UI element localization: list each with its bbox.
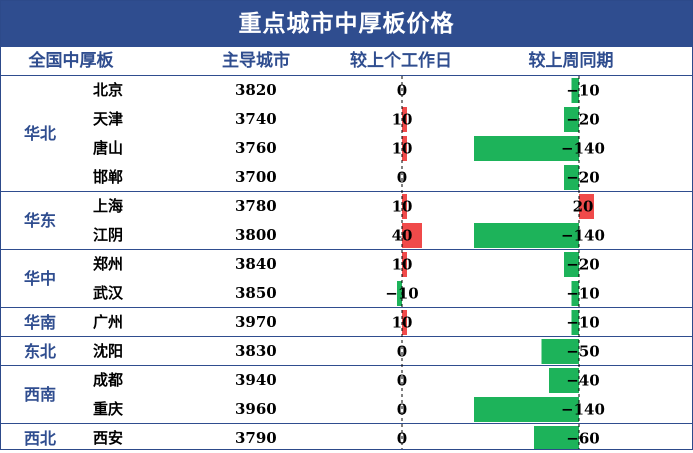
region-label: 西北 <box>23 429 56 448</box>
daily-change-label: 40 <box>392 227 413 245</box>
region-label: 西南 <box>23 385 56 404</box>
daily-change-label: 10 <box>392 198 413 216</box>
weekly-change-bar <box>564 107 579 132</box>
weekly-change-bar <box>474 223 579 248</box>
weekly-change-label: 20 <box>573 198 594 216</box>
daily-change-label: 0 <box>397 372 407 390</box>
weekly-change-bar <box>549 368 579 393</box>
weekly-change-bar <box>564 252 579 277</box>
city-name: 江阴 <box>93 226 124 244</box>
weekly-change-label: −140 <box>561 227 605 245</box>
region-separator <box>1 249 692 250</box>
header-daily: 较上个工作日 <box>350 51 452 71</box>
weekly-change-bar <box>474 136 579 161</box>
header-region: 全国中厚板 <box>28 51 114 71</box>
city-name: 天津 <box>93 110 124 128</box>
price-value: 3960 <box>235 400 277 418</box>
daily-change-label: 0 <box>397 401 407 419</box>
price-value: 3790 <box>235 429 277 447</box>
price-value: 3740 <box>235 110 277 128</box>
weekly-change-bar <box>474 397 579 422</box>
page-title: 重点城市中厚板价格 <box>1 1 692 47</box>
daily-change-label: 0 <box>397 169 407 187</box>
weekly-change-bar <box>571 281 579 306</box>
daily-change-bar <box>402 107 407 132</box>
daily-change-bar <box>402 310 407 335</box>
city-name: 唐山 <box>93 139 124 157</box>
daily-change-bar <box>402 223 422 248</box>
region-label: 华北 <box>23 124 56 143</box>
city-name: 成都 <box>93 371 124 389</box>
header-city: 主导城市 <box>222 51 290 71</box>
daily-change-label: 0 <box>397 82 407 100</box>
price-value: 3780 <box>235 197 277 215</box>
price-value: 3850 <box>235 284 277 302</box>
table-header: 全国中厚板 主导城市 较上个工作日 较上周同期 <box>1 47 692 76</box>
weekly-change-label: −10 <box>566 285 599 303</box>
city-name: 郑州 <box>93 255 124 273</box>
price-value: 3800 <box>235 226 277 244</box>
daily-change-label: 10 <box>392 256 413 274</box>
weekly-change-label: −20 <box>566 256 599 274</box>
city-name: 北京 <box>93 81 124 99</box>
city-name: 重庆 <box>93 400 124 418</box>
region-label: 华南 <box>23 313 56 332</box>
daily-change-bar <box>402 252 407 277</box>
daily-change-label: 0 <box>397 343 407 361</box>
region-label: 东北 <box>23 342 56 361</box>
weekly-change-label: −140 <box>561 140 605 158</box>
price-value: 3760 <box>235 139 277 157</box>
city-name: 西安 <box>93 429 124 447</box>
city-name: 广州 <box>93 313 124 331</box>
city-name: 上海 <box>93 197 124 215</box>
region-separator <box>1 365 692 366</box>
daily-change-label: 10 <box>392 314 413 332</box>
weekly-change-label: −50 <box>566 343 599 361</box>
price-value: 3940 <box>235 371 277 389</box>
weekly-change-bar <box>571 78 579 103</box>
weekly-change-label: −10 <box>566 82 599 100</box>
city-name: 邯郸 <box>93 168 124 186</box>
region-separator <box>1 423 692 424</box>
daily-change-bar <box>402 136 407 161</box>
region-label: 华中 <box>23 269 56 288</box>
weekly-change-bar <box>579 194 594 219</box>
daily-change-bar <box>397 281 402 306</box>
city-name: 武汉 <box>93 284 124 302</box>
price-value: 3840 <box>235 255 277 273</box>
weekly-change-label: −20 <box>566 111 599 129</box>
region-separator <box>1 191 692 192</box>
weekly-change-bar <box>564 165 579 190</box>
weekly-change-label: −40 <box>566 372 599 390</box>
weekly-change-label: −140 <box>561 401 605 419</box>
weekly-change-bar <box>571 310 579 335</box>
price-value: 3820 <box>235 81 277 99</box>
daily-change-label: 10 <box>392 111 413 129</box>
price-value: 3970 <box>235 313 277 331</box>
daily-change-label: 0 <box>397 430 407 448</box>
weekly-change-label: −60 <box>566 430 599 448</box>
region-separator <box>1 336 692 337</box>
weekly-change-label: −20 <box>566 169 599 187</box>
region-separator <box>1 307 692 308</box>
daily-change-label: −10 <box>385 285 418 303</box>
weekly-change-label: −10 <box>566 314 599 332</box>
weekly-change-bar <box>534 426 579 449</box>
city-name: 沈阳 <box>93 342 124 360</box>
price-value: 3700 <box>235 168 277 186</box>
daily-change-bar <box>402 194 407 219</box>
region-label: 华东 <box>23 211 56 230</box>
price-value: 3830 <box>235 342 277 360</box>
header-weekly: 较上周同期 <box>528 51 614 71</box>
daily-change-label: 10 <box>392 140 413 158</box>
weekly-change-bar <box>541 339 579 364</box>
